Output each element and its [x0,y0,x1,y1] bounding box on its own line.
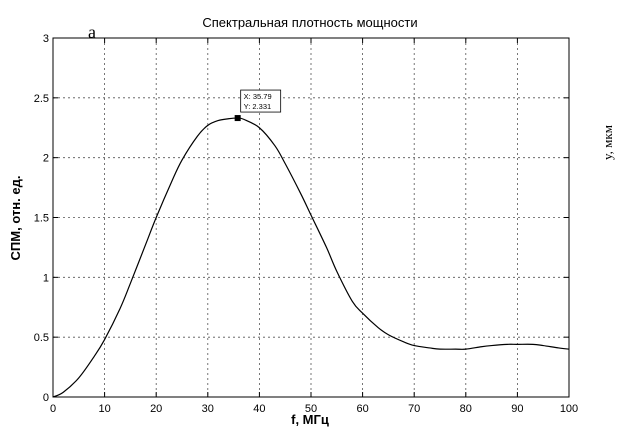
side-axis-label: y, мкм [600,125,615,160]
y-tick-labels: 0 0.5 1 1.5 2 2.5 3 [34,33,49,404]
x-tick-labels: 0 10 20 30 40 50 60 70 80 90 100 [50,403,578,415]
grid [53,38,569,397]
y-tick-label: 2 [43,153,49,165]
x-axis-label: f, МГц [291,412,329,427]
x-tick-label: 100 [560,403,578,415]
x-tick-label: 80 [460,403,472,415]
y-tick-label: 1.5 [34,213,49,225]
tick-marks [52,37,570,398]
y-axis-label: СПМ, отн. ед. [8,176,23,261]
datatip-marker [234,115,241,122]
y-tick-label: 2.5 [34,93,49,105]
series-line [52,117,570,398]
y-tick-label: 0.5 [34,332,49,344]
figure-label: а [88,22,96,42]
x-tick-label: 90 [511,403,523,415]
y-tick-label: 1 [43,272,49,284]
x-tick-label: 60 [356,403,368,415]
datatip[interactable]: X: 35.79Y: 2.331 [234,89,282,122]
x-tick-label: 20 [150,403,162,415]
x-tick-label: 70 [408,403,420,415]
x-tick-label: 40 [253,403,265,415]
datatip-box [240,89,282,113]
datatip-y-text: Y: 2.331 [244,102,272,111]
x-tick-label: 30 [202,403,214,415]
datatip-x-text: X: 35.79 [244,92,272,101]
x-tick-label: 0 [50,403,56,415]
x-tick-label: 10 [98,403,110,415]
x-tick-label: 50 [305,403,317,415]
y-tick-label: 0 [43,392,49,404]
y-tick-label: 3 [43,33,49,45]
chart-title: Спектральная плотность мощности [202,15,417,30]
chart: Спектральная плотность мощности 0 10 20 30 4… [8,15,578,427]
